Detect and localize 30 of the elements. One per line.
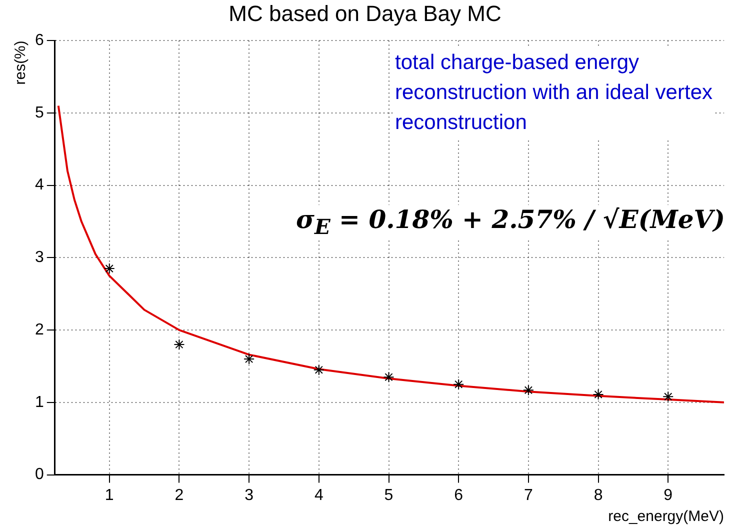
point [592, 388, 604, 400]
y-tick-label: 3 [34, 249, 44, 266]
point [662, 391, 674, 402]
point [174, 339, 185, 350]
point [104, 263, 115, 274]
y-tick-label: 5 [34, 104, 44, 122]
y-tick-label: 0 [34, 466, 44, 484]
annotation: total charge-based energy reconstruction with an ideal vertex reconstruction [395, 48, 715, 138]
point [313, 364, 324, 376]
x-tick-label: 4 [314, 486, 324, 504]
x-tick-label: 2 [174, 486, 184, 504]
y-tick-label: 6 [34, 32, 44, 50]
y-axis-title: res(%) [12, 40, 30, 85]
x-tick-label: 5 [384, 486, 394, 504]
x-tick-label: 1 [104, 486, 114, 504]
point [453, 378, 464, 390]
y-tick-label: 2 [34, 321, 44, 338]
x-tick-label: 7 [524, 486, 533, 504]
point [244, 354, 255, 365]
chart-title: MC based on Daya Bay MC [228, 0, 502, 28]
x-axis-title: rec_energy(MeV) [608, 508, 724, 526]
annotation: σ$_{E}$ = 0.18% + 2.57% / √E(MeV) [285, 205, 725, 239]
point [383, 372, 394, 383]
point [522, 384, 534, 396]
y-tick-label: 4 [34, 176, 44, 194]
x-tick-label: 9 [664, 486, 673, 504]
x-tick-label: 8 [594, 486, 603, 504]
y-tick-label: 1 [34, 394, 44, 411]
x-tick-label: 6 [454, 486, 464, 504]
x-tick-label: 3 [244, 486, 254, 504]
